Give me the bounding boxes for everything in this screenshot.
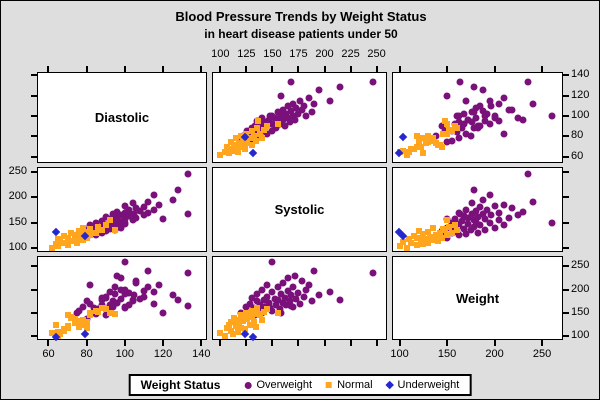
axis-tick xyxy=(563,221,569,224)
top-axis-tick-label: 250 xyxy=(367,48,386,60)
axis-tick xyxy=(85,340,88,346)
legend-label-normal: Normal xyxy=(337,379,373,391)
top-axis-tick-label: 100 xyxy=(211,48,230,60)
diagonal-label-weight: Weight xyxy=(455,290,500,306)
left-axis-tick-label: 100 xyxy=(8,240,27,253)
axis-tick xyxy=(563,311,569,314)
axis-tick xyxy=(375,340,378,346)
diagonal-label-systolic: Systolic xyxy=(274,202,325,217)
right-axis-tick-label: 100 xyxy=(571,108,590,121)
left-axis-tick-label: 150 xyxy=(8,215,27,228)
cell-diagonal-weight: Weight xyxy=(392,256,563,340)
cell-diagonal-diastolic: Diastolic xyxy=(37,72,207,163)
bottom-axis-tick-label: 150 xyxy=(437,348,457,360)
right-axis-tick-label: 200 xyxy=(571,282,590,295)
right-axis-tick-label: 250 xyxy=(571,259,590,272)
axis-tick xyxy=(563,135,569,138)
axis-tick xyxy=(563,246,569,249)
left-axis-tick-label: 200 xyxy=(8,190,27,203)
axis-tick xyxy=(200,340,203,346)
axis-tick xyxy=(323,340,326,346)
underweight-diamond-icon xyxy=(385,380,394,390)
bottom-axis-tick-label: 100 xyxy=(390,348,409,360)
axis-tick xyxy=(563,94,569,97)
axis-tick xyxy=(563,155,569,158)
axis-tick xyxy=(563,335,569,338)
axis-tick xyxy=(398,340,401,346)
axis-tick xyxy=(563,114,569,117)
axis-tick xyxy=(563,74,569,77)
right-axis-tick-label: 80 xyxy=(571,129,584,142)
top-axis-tick-label: 150 xyxy=(263,48,282,60)
bottom-axis-tick-label: 60 xyxy=(42,348,55,360)
top-axis-tick-label: 125 xyxy=(237,48,256,60)
bottom-axis-tick-label: 200 xyxy=(485,348,504,360)
right-axis-tick-label: 100 xyxy=(571,329,590,342)
top-axis-tick-label: 175 xyxy=(289,48,308,60)
top-axis-tick-label: 200 xyxy=(315,48,334,60)
bottom-axis-tick-label: 100 xyxy=(115,348,135,360)
right-axis-tick-label: 150 xyxy=(571,305,590,318)
axis-tick xyxy=(563,171,569,174)
axis-tick xyxy=(245,340,248,346)
legend: Weight Status Overweight Normal Underwei… xyxy=(128,374,472,396)
bottom-axis-tick-label: 250 xyxy=(532,348,552,360)
cell-weight-vs-diastolic xyxy=(37,256,207,340)
legend-title: Weight Status xyxy=(140,378,221,392)
axis-tick xyxy=(446,340,449,346)
left-axis-tick-label: 250 xyxy=(8,165,27,178)
bottom-axis-tick-label: 80 xyxy=(80,348,93,360)
axis-tick xyxy=(123,340,126,346)
legend-label-overweight: Overweight xyxy=(256,379,313,391)
chart-subtitle: in heart disease patients under 50 xyxy=(204,27,398,41)
legend-entry-normal: Normal xyxy=(326,379,373,391)
axis-tick xyxy=(349,340,352,346)
axis-tick xyxy=(563,265,569,268)
cell-diastolic-vs-weight xyxy=(392,72,563,163)
bottom-axis-tick-label: 140 xyxy=(192,348,211,360)
axis-tick xyxy=(219,340,222,346)
axis-tick xyxy=(493,340,496,346)
normal-square-icon xyxy=(326,382,333,388)
cell-diastolic-vs-systolic xyxy=(212,72,387,163)
cell-systolic-vs-diastolic xyxy=(37,167,207,252)
right-axis-tick-label: 140 xyxy=(571,68,590,81)
axis-tick xyxy=(563,288,569,291)
cell-diagonal-systolic: Systolic xyxy=(212,167,387,252)
cell-systolic-vs-weight xyxy=(392,167,563,252)
axis-tick xyxy=(162,340,165,346)
cell-weight-vs-systolic xyxy=(212,256,387,340)
axis-tick xyxy=(297,340,300,346)
chart-title: Blood Pressure Trends by Weight Status xyxy=(175,9,427,24)
diagonal-label-diastolic: Diastolic xyxy=(94,110,150,125)
axis-tick xyxy=(563,196,569,199)
overweight-circle-icon xyxy=(244,381,252,389)
axis-tick xyxy=(271,340,274,346)
right-axis-tick-label: 60 xyxy=(571,149,584,162)
legend-entry-underweight: Underweight xyxy=(385,379,460,391)
top-axis-tick-label: 225 xyxy=(341,48,360,60)
right-axis-tick-label: 120 xyxy=(571,88,590,101)
axis-tick xyxy=(47,340,50,346)
legend-label-underweight: Underweight xyxy=(397,379,460,391)
bottom-axis-tick-label: 120 xyxy=(153,348,173,360)
axis-tick xyxy=(541,340,544,346)
legend-entry-overweight: Overweight xyxy=(244,379,312,391)
